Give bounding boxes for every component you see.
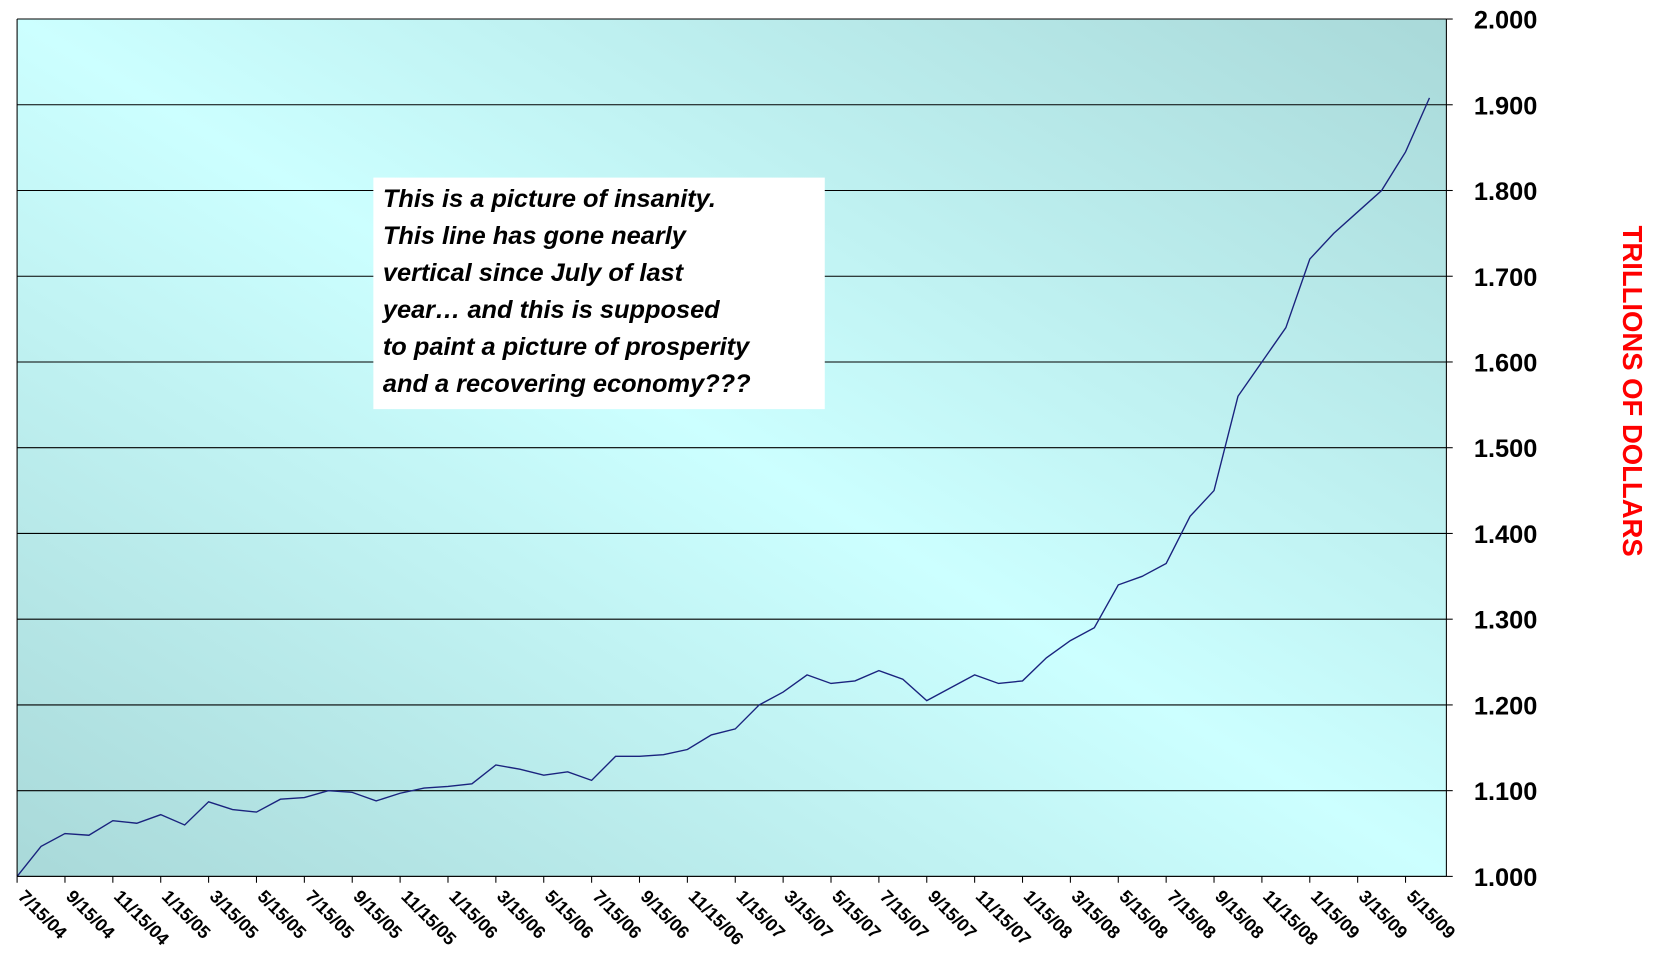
annotation-box [373,177,825,410]
x-tick-label: 5/15/08 [1115,886,1172,943]
x-tick-label: 7/15/04 [14,886,71,943]
x-tick-label: 5/15/07 [828,886,885,943]
y-tick-label: 1.000 [1474,864,1537,892]
x-tick-label: 9/15/05 [349,886,406,943]
x-tick-label: 7/15/06 [589,886,646,943]
y-tick-label: 1.500 [1474,435,1537,463]
x-tick-label: 3/15/07 [780,886,837,943]
x-tick-label: 5/15/06 [541,886,598,943]
data-line [16,97,1431,877]
y-tick-label: 1.300 [1474,607,1537,635]
annotation-line: year… and this is supposed [381,296,720,324]
y-axis-title: TRILLIONS OF DOLLARS [1617,226,1648,557]
annotation-line: to paint a picture of prosperity [383,333,751,361]
x-tick-label: 5/15/09 [1403,886,1460,943]
x-tick-label: 7/15/08 [1163,886,1220,943]
x-tick-label: 9/15/06 [637,886,694,943]
y-tick-label: 1.200 [1474,692,1537,720]
y-tick-label: 1.900 [1474,92,1537,120]
y-tick-label: 1.800 [1474,178,1537,206]
x-tick-label: 3/15/05 [206,886,263,943]
y-tick-label: 1.700 [1474,264,1537,292]
annotation-line: This is a picture of insanity. [383,185,716,213]
x-tick-label: 3/15/08 [1068,886,1125,943]
annotation-line: and a recovering economy??? [383,370,751,398]
x-tick-label: 5/15/05 [254,886,311,943]
y-tick-label: 1.100 [1474,778,1537,806]
y-tick-label: 1.400 [1474,521,1537,549]
annotation-line: vertical since July of last [383,259,685,287]
x-tick-label: 7/15/05 [302,886,359,943]
x-tick-label: 9/15/04 [62,886,119,943]
y-tick-label: 2.000 [1474,7,1537,35]
x-tick-label: 3/15/09 [1355,886,1412,943]
annotation-line: This line has gone nearly [383,222,688,250]
x-tick-label: 9/15/08 [1211,886,1268,943]
x-tick-label: 9/15/07 [924,886,981,943]
x-tick-label: 7/15/07 [876,886,933,943]
x-tick-label: 3/15/06 [493,886,550,943]
y-tick-label: 1.600 [1474,349,1537,377]
